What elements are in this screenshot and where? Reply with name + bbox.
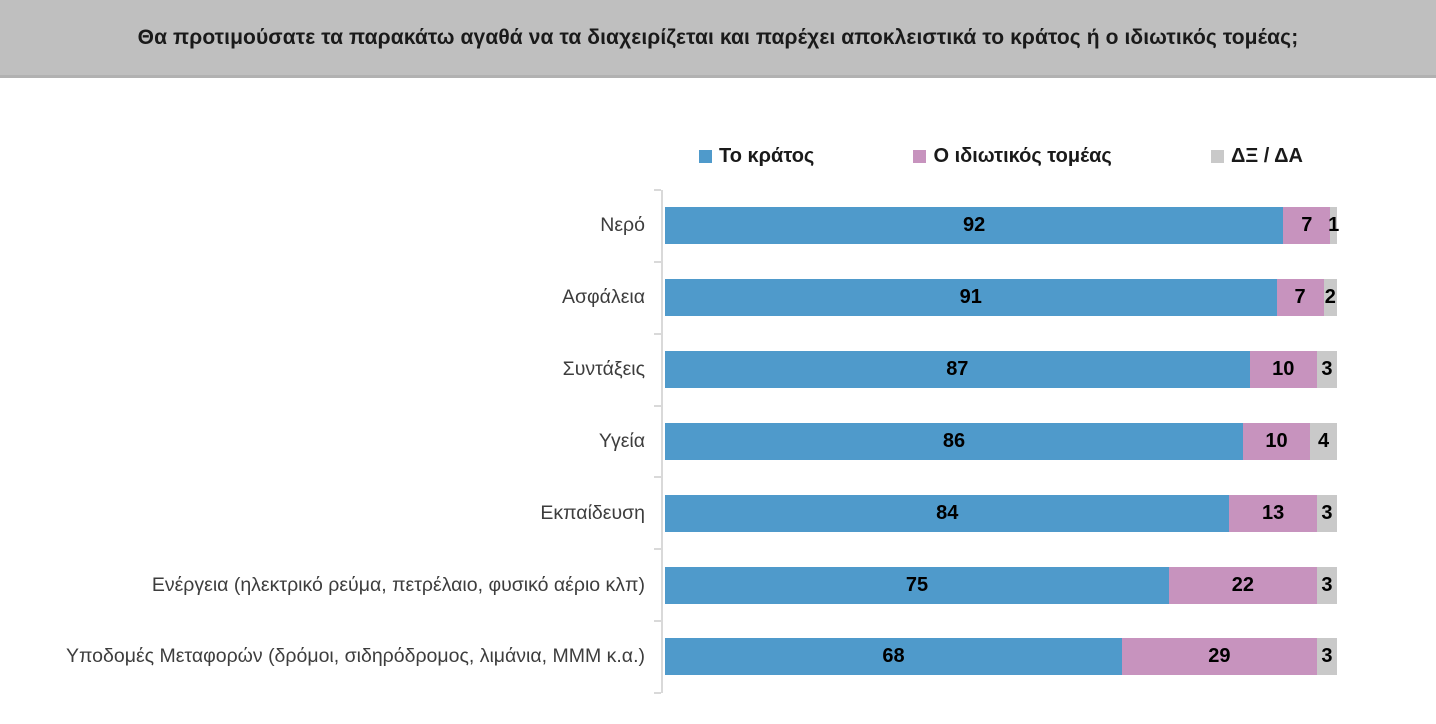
value-label: 87 (946, 358, 969, 381)
chart-row: Υποδομές Μεταφορών (δρόμοι, σιδηρόδρομος… (0, 621, 1436, 693)
value-label: 3 (1321, 573, 1333, 596)
chart-row: Συντάξεις 87 10 3 (0, 334, 1436, 406)
bar-segment-series-3: 3 (1316, 638, 1337, 676)
legend-label: Ο ιδιωτικός τομέας (933, 144, 1112, 167)
value-label: 75 (905, 573, 929, 596)
legend-swatch-icon (913, 149, 927, 163)
stacked-bar-chart: Νερό 92 7 1 Ασφάλεια 91 7 2 Συντάξεις 87 10 3 Υγεία 8… (0, 190, 1436, 693)
chart-row: Ασφάλεια 91 7 2 (0, 262, 1436, 334)
value-label: 92 (962, 214, 986, 237)
legend-swatch-icon (699, 149, 712, 163)
legend: Το κράτος Ο ιδιωτικός τομέας ΔΞ / ΔΑ (663, 140, 1339, 172)
value-label: 68 (882, 645, 905, 668)
legend-item-2: Ο ιδιωτικός τομέας (913, 144, 1112, 168)
bar-track: 87 10 3 (665, 351, 1337, 389)
value-label: 3 (1321, 358, 1333, 381)
value-label: 3 (1321, 501, 1333, 524)
legend-label: ΔΞ / ΔΑ (1230, 144, 1303, 167)
category-axis-line (661, 190, 663, 693)
legend-swatch-icon (1210, 149, 1224, 163)
axis-tick (654, 260, 661, 263)
chart-title: Θα προτιμούσατε τα παρακάτω αγαθά να τα … (137, 25, 1299, 49)
value-label: 91 (959, 286, 982, 309)
value-label: 13 (1262, 501, 1285, 524)
bar-segment-series-1: 87 (665, 351, 1250, 389)
value-label: 22 (1231, 573, 1255, 596)
legend-label: Το κράτος (719, 144, 815, 167)
axis-tick (654, 548, 661, 551)
category-label: Νερό (600, 214, 645, 237)
bar-segment-series-3: 3 (1316, 566, 1337, 604)
bar-segment-series-1: 86 (665, 422, 1243, 460)
chart-row: Ενέργεια (ηλεκτρικό ρεύμα, πετρέλαιο, φυ… (0, 549, 1436, 621)
value-label: 7 (1301, 214, 1313, 237)
bar-segment-series-3: 3 (1316, 351, 1337, 389)
bar-track: 68 29 3 (665, 638, 1337, 676)
category-label: Ενέργεια (ηλεκτρικό ρεύμα, πετρέλαιο, φυ… (151, 573, 645, 596)
bar-segment-series-3: 4 (1310, 422, 1337, 460)
category-label: Εκπαίδευση (540, 501, 645, 524)
bar-segment-series-2: 22 (1169, 566, 1317, 604)
value-label: 84 (936, 501, 959, 524)
value-label: 10 (1272, 358, 1295, 381)
category-label: Υποδομές Μεταφορών (δρόμοι, σιδηρόδρομος… (65, 645, 645, 668)
bar-segment-series-3: 3 (1316, 494, 1337, 532)
axis-tick (654, 476, 661, 479)
value-label: 2 (1324, 286, 1336, 309)
bar-segment-series-2: 29 (1121, 638, 1317, 676)
legend-item-1: Το κράτος (699, 145, 814, 168)
bar-segment-series-2: 10 (1242, 422, 1311, 460)
axis-tick (654, 404, 661, 407)
bar-segment-series-1: 75 (665, 566, 1169, 604)
axis-tick (654, 620, 661, 623)
title-banner: Θα προτιμούσατε τα παρακάτω αγαθά να τα … (0, 0, 1436, 78)
bar-segment-series-3: 1 (1328, 207, 1340, 245)
bar-segment-series-1: 68 (665, 638, 1122, 676)
category-label: Συντάξεις (562, 358, 645, 381)
bar-segment-series-2: 10 (1249, 351, 1317, 389)
value-label: 1 (1328, 214, 1340, 237)
axis-tick (654, 332, 661, 335)
bar-track: 86 10 4 (665, 422, 1337, 460)
chart-row: Υγεία 86 10 4 (0, 406, 1436, 478)
value-label: 86 (942, 429, 966, 452)
axis-tick (654, 189, 661, 191)
chart-row: Νερό 92 7 1 (0, 190, 1436, 262)
bar-track: 84 13 3 (665, 494, 1337, 532)
category-label: Υγεία (598, 429, 645, 452)
bar-segment-series-2: 7 (1283, 207, 1331, 245)
bar-track: 92 7 1 (665, 207, 1340, 245)
axis-tick (654, 692, 661, 694)
bar-segment-series-2: 13 (1229, 494, 1317, 532)
bar-segment-series-3: 2 (1323, 279, 1337, 317)
bar-track: 75 22 3 (665, 566, 1337, 604)
category-label: Ασφάλεια (561, 286, 645, 309)
value-label: 3 (1321, 645, 1333, 668)
bar-segment-series-2: 7 (1276, 279, 1324, 317)
bar-segment-series-1: 91 (665, 279, 1277, 317)
value-label: 29 (1208, 645, 1231, 668)
legend-item-3: ΔΞ / ΔΑ (1210, 144, 1303, 168)
value-label: 7 (1294, 286, 1306, 309)
value-label: 10 (1265, 429, 1288, 452)
bar-track: 91 7 2 (665, 279, 1337, 317)
bar-segment-series-1: 92 (665, 207, 1284, 245)
chart-row: Εκπαίδευση 84 13 3 (0, 477, 1436, 549)
value-label: 4 (1317, 429, 1330, 452)
bar-segment-series-1: 84 (665, 494, 1230, 532)
